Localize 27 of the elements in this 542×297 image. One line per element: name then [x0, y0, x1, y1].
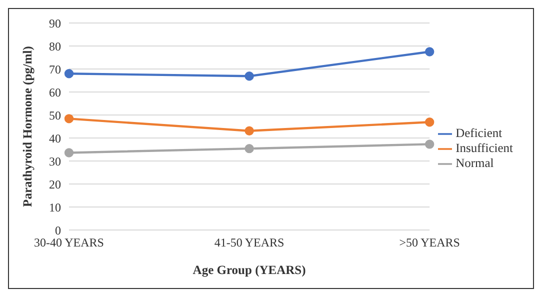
point [424, 47, 434, 56]
point [244, 144, 254, 154]
x-axis-title: Age Group (YEARS) [192, 263, 306, 277]
y-tick-label: 90 [49, 16, 61, 30]
legend-label: Insufficient [456, 140, 513, 155]
x-tick-label: 41-50 YEARS [214, 236, 284, 250]
y-tick-label: 10 [49, 200, 61, 214]
y-tick-label: 80 [49, 39, 61, 54]
y-axis-title: Parathyroid Hormone (pg/ml) [20, 46, 34, 207]
y-tick-label: 60 [49, 85, 61, 100]
x-tick-label: >50 YEARS [399, 236, 460, 250]
point [64, 69, 74, 78]
y-tick-label: 70 [49, 62, 61, 76]
legend-label: Normal [456, 156, 494, 170]
x-tick-label: 30-40 YEARS [34, 236, 104, 250]
point [64, 148, 74, 158]
legend-label: Deficient [456, 126, 502, 140]
y-tick-label: 20 [49, 177, 61, 192]
point [244, 126, 254, 136]
y-tick-label: 30 [49, 154, 61, 168]
point [244, 72, 254, 81]
point [424, 118, 434, 127]
y-tick-label: 40 [49, 131, 61, 146]
y-tick-label: 50 [49, 108, 61, 122]
point [424, 140, 434, 149]
point [64, 114, 74, 124]
y-tick-label: 0 [55, 223, 61, 238]
